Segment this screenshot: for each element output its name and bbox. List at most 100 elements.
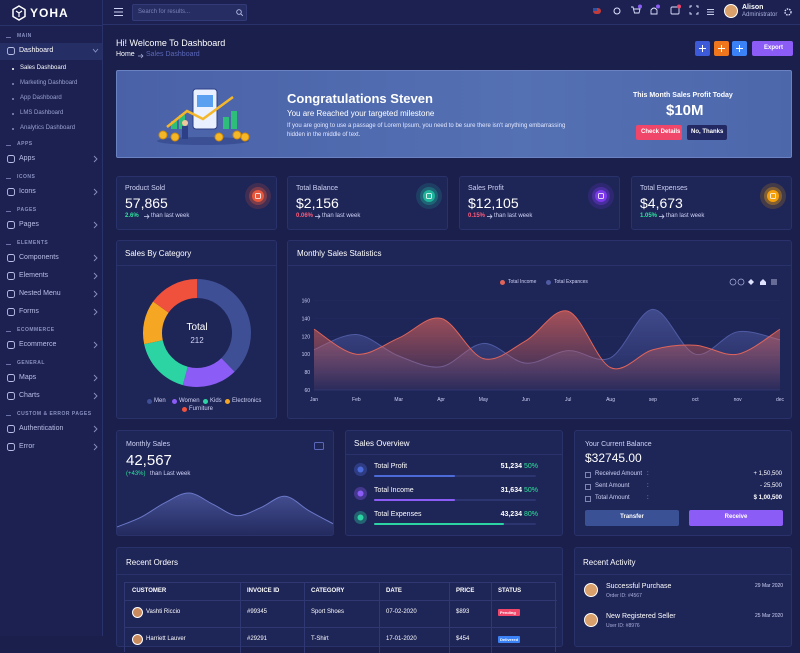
- toolbar-button[interactable]: [714, 41, 729, 56]
- active-item-bg[interactable]: [0, 43, 102, 60]
- sidebar-section-title: ECOMMERCE: [17, 327, 55, 333]
- transfer-button[interactable]: Transfer: [585, 510, 679, 526]
- no-thanks-button[interactable]: No, Thanks: [687, 125, 727, 140]
- overview-icon: [354, 511, 367, 524]
- sidebar-subitem[interactable]: App Dashboard: [20, 95, 62, 101]
- sidebar-subitem[interactable]: LMS Dashboard: [20, 110, 64, 116]
- chevron: [93, 443, 98, 451]
- card-divider: [117, 265, 276, 266]
- legend-dot: [203, 399, 208, 404]
- list-icon: [707, 9, 714, 15]
- coin: [170, 132, 180, 142]
- toolbar-icon: [718, 45, 725, 52]
- sidebar-item[interactable]: Pages: [19, 221, 39, 228]
- donut-center-label: Total: [186, 322, 207, 333]
- chevron: [93, 425, 98, 433]
- stat-card: Total Balance $2,156 0.06% than last week: [287, 176, 448, 230]
- icon-shape: [7, 374, 15, 382]
- column-header: CATEGORY: [311, 588, 345, 594]
- sidebar-section-title: PAGES: [17, 207, 37, 213]
- chevron: [93, 392, 98, 400]
- balance-row-sep: :: [647, 483, 649, 489]
- toolbar-button[interactable]: [695, 41, 710, 56]
- overview-percent: 80%: [524, 511, 539, 518]
- icon-shape: [7, 290, 15, 298]
- column-divider: [304, 583, 305, 653]
- ground: [157, 137, 249, 145]
- sidebar-item[interactable]: Apps: [19, 155, 35, 162]
- balance-row-label: Received Amount: [595, 471, 643, 477]
- sidebar-item[interactable]: Elements: [19, 272, 49, 279]
- congrats-banner: Congratulations Steven You are Reached yo…: [116, 70, 792, 158]
- sidebar-item[interactable]: Dashboard: [19, 47, 54, 54]
- trend-arrow: [315, 214, 321, 219]
- section-dash: [6, 364, 11, 365]
- search-box[interactable]: Search for results...: [132, 4, 247, 21]
- toolbar-button[interactable]: [732, 41, 747, 56]
- brand-logo: [12, 5, 26, 21]
- sidebar-subitem[interactable]: Sales Dashboard: [20, 65, 67, 71]
- sidebar-item[interactable]: Error: [19, 443, 35, 450]
- cell: $893: [456, 609, 470, 615]
- menu-icon: [7, 341, 15, 349]
- chevron: [93, 308, 98, 316]
- sidebar-section-title: MAIN: [17, 33, 32, 39]
- sidebar-subitem[interactable]: Marketing Dashboard: [20, 80, 78, 86]
- sidebar-item[interactable]: Icons: [19, 188, 36, 195]
- sidebar-item[interactable]: Maps: [19, 374, 37, 381]
- export-button[interactable]: Export: [752, 41, 793, 56]
- column-header: INVOICE ID: [247, 588, 280, 594]
- illustration-bar: [231, 111, 237, 129]
- y-tick-label: 120: [302, 334, 311, 340]
- arrow: [487, 214, 493, 219]
- icon-glyph: [770, 193, 776, 199]
- profit-label: This Month Sales Profit Today: [633, 92, 733, 99]
- sidebar-subitem[interactable]: Analytics Dashboard: [20, 125, 76, 131]
- icon-glyph: [598, 193, 604, 199]
- x-tick-label: Apr: [437, 397, 445, 403]
- receive-button[interactable]: Receive: [689, 510, 783, 526]
- icon-shape: [7, 221, 15, 229]
- sidebar-item[interactable]: Ecommerce: [19, 341, 57, 348]
- illustration-bar: [171, 121, 177, 129]
- sidebar-item[interactable]: Charts: [19, 392, 40, 399]
- activity-date: 25 Mar 2020: [755, 613, 784, 619]
- menu-toggle: [114, 8, 123, 16]
- mag-handle: [240, 13, 244, 17]
- user-name: Alison: [742, 4, 764, 11]
- area-chart: 60 80 100 120 140 160 Jan Feb Mar Apr May Jun Jul Aug…: [302, 298, 785, 403]
- legend-label: Total Expances: [554, 279, 588, 285]
- bag: [314, 442, 324, 450]
- sidebar-item[interactable]: Authentication: [19, 425, 64, 432]
- sales-by-category-card: Sales By Category Total 212 Men Women Kids Ele…: [116, 240, 277, 419]
- progress-track: [374, 475, 536, 477]
- sidebar-item[interactable]: Components: [19, 254, 59, 261]
- header-divider: [125, 600, 557, 601]
- balance-row-sep: :: [647, 471, 649, 477]
- sidebar-item[interactable]: Nested Menu: [19, 290, 61, 297]
- overview-icon: [354, 487, 367, 500]
- overview-label: Total Expenses: [374, 511, 422, 518]
- icon-core: [423, 190, 435, 202]
- banner-title: Congratulations Steven: [287, 91, 433, 106]
- growth-arrow: [166, 95, 234, 128]
- brand-name: YOHA: [30, 6, 69, 20]
- chevron-shape: [93, 392, 98, 400]
- x-tick-label: nov: [734, 397, 743, 403]
- x-tick-label: May: [479, 397, 489, 403]
- overview-percent: 50%: [524, 487, 539, 494]
- check-details-button[interactable]: Check Details: [636, 125, 682, 140]
- search-placeholder: Search for results...: [138, 9, 191, 15]
- card-divider: [288, 265, 791, 266]
- balance-row-label: Sent Amount: [595, 483, 630, 489]
- y-tick-label: 160: [302, 298, 311, 304]
- chevron: [92, 48, 99, 53]
- y-tick-label: 80: [304, 370, 310, 376]
- balance-row-label: Total Amount: [595, 495, 630, 501]
- menu-icon: [7, 290, 15, 298]
- sidebar-item[interactable]: Forms: [19, 308, 39, 315]
- chevron: [93, 272, 98, 280]
- card-divider: [346, 454, 562, 455]
- monthly-sales-card: Monthly Sales 42,567 (+43%) than Last week: [116, 430, 334, 536]
- recent-orders-card: Recent Orders CUSTOMER INVOICE ID CATEGORY D…: [116, 547, 563, 653]
